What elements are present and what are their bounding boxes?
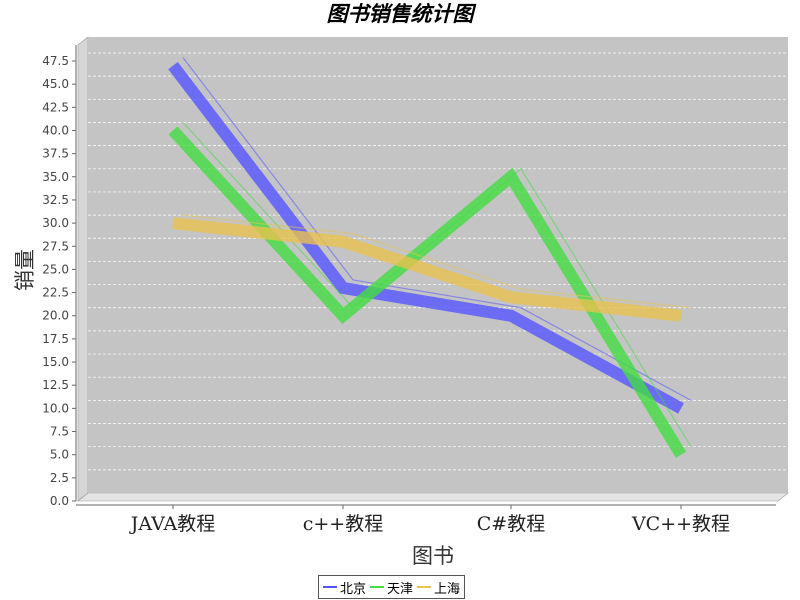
chart-legend: 北京 天津 上海 bbox=[318, 575, 466, 599]
legend-swatch bbox=[323, 586, 337, 588]
y-tick-label: 15.0 bbox=[42, 355, 69, 369]
y-tick-label: 5.0 bbox=[50, 448, 69, 462]
series-ribbon-edge bbox=[182, 57, 692, 401]
x-tick-label: C#教程 bbox=[477, 513, 545, 535]
series-lines bbox=[168, 57, 692, 458]
y-tick-label: 17.5 bbox=[42, 332, 69, 346]
y-tick-label: 35.0 bbox=[42, 170, 69, 184]
series-3 bbox=[172, 214, 692, 322]
x-axis-label: 图书 bbox=[412, 544, 454, 568]
axes bbox=[75, 45, 776, 506]
legend-label: 北京 bbox=[340, 581, 367, 597]
y-tick-label: 12.5 bbox=[42, 378, 69, 392]
y-axis-label: 销量 bbox=[13, 249, 37, 291]
plot-floor bbox=[77, 492, 789, 502]
y-tick-label: 47.5 bbox=[42, 54, 69, 68]
legend-item: 北京 bbox=[323, 578, 366, 597]
series-ribbon-edge bbox=[182, 214, 692, 309]
y-tick-label: 32.5 bbox=[42, 193, 69, 207]
y-axis-ticks: 0.0 2.5 5.0 7.5 10.0 12.5 15.0 17.5 20.0 22.5 25.0… bbox=[42, 54, 76, 508]
legend-item: 天津 bbox=[370, 578, 413, 597]
series-ribbon bbox=[168, 61, 684, 414]
y-tick-label: 42.5 bbox=[42, 100, 69, 114]
x-tick-label: JAVA教程 bbox=[129, 513, 216, 535]
plot-back-wall bbox=[88, 37, 788, 493]
y-tick-label: 7.5 bbox=[50, 425, 69, 439]
legend-label: 上海 bbox=[434, 581, 461, 597]
y-tick-label: 2.5 bbox=[50, 471, 69, 485]
y-tick-label: 10.0 bbox=[42, 401, 69, 415]
series-1 bbox=[168, 57, 692, 414]
y-tick-label: 37.5 bbox=[42, 147, 69, 161]
legend-label: 天津 bbox=[387, 581, 414, 597]
chart-title: 图书销售统计图 bbox=[326, 2, 474, 26]
legend-item: 上海 bbox=[417, 578, 460, 597]
y-tick-label: 30.0 bbox=[42, 216, 69, 230]
y-tick-label: 40.0 bbox=[42, 123, 69, 137]
legend-swatch bbox=[370, 586, 385, 588]
y-tick-label: 0.0 bbox=[50, 494, 69, 508]
x-axis-ticks: JAVA教程 c++教程 C#教程 VC++教程 bbox=[129, 505, 730, 535]
series-ribbon bbox=[172, 217, 682, 322]
legend-swatch bbox=[417, 586, 432, 588]
y-tick-label: 25.0 bbox=[42, 262, 69, 276]
x-tick-label: c++教程 bbox=[303, 513, 383, 535]
y-tick-label: 45.0 bbox=[42, 77, 69, 91]
y-tick-label: 20.0 bbox=[42, 309, 69, 323]
y-tick-label: 27.5 bbox=[42, 239, 69, 253]
y-tick-label: 22.5 bbox=[42, 286, 69, 300]
plot-side-wall bbox=[77, 36, 89, 502]
x-tick-label: VC++教程 bbox=[631, 513, 730, 535]
